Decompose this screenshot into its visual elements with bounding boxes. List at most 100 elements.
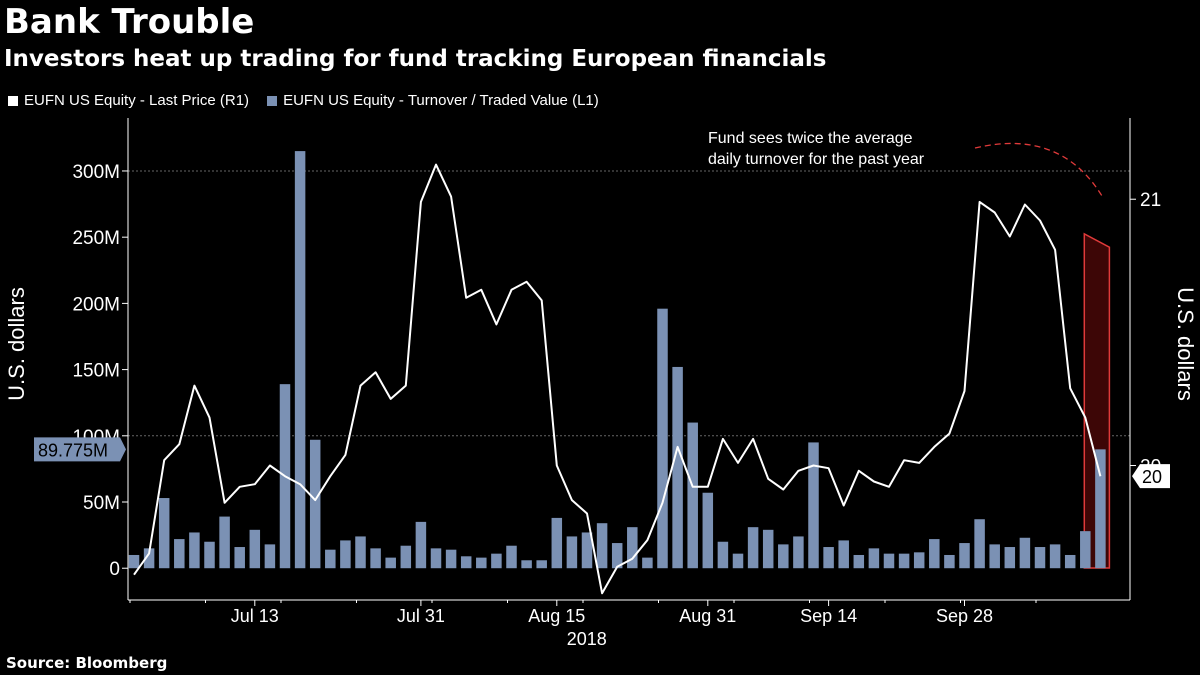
left-tick-label: 200M [72,294,120,315]
x-year-label: 2018 [567,629,607,649]
source-note: Source: Bloomberg [6,654,168,672]
turnover-bar [989,544,1000,569]
turnover-bar [747,527,759,569]
legend-item-turnover: EUFN US Equity - Turnover / Traded Value… [267,92,599,109]
turnover-bar [838,540,849,569]
turnover-bar [883,553,895,569]
turnover-bar [1095,449,1106,569]
turnover-bar [551,517,563,569]
turnover-bar [929,539,940,569]
turnover-bar [460,556,472,569]
turnover-bar [370,548,381,569]
turnover-bar [581,532,593,569]
turnover-bar [143,548,155,569]
turnover-bar [234,547,245,569]
annotation-text: daily turnover for the past year [708,151,925,168]
legend-label-turnover: EUFN US Equity - Turnover / Traded Value… [283,92,599,109]
turnover-bar [823,547,834,569]
turnover-bar [1004,547,1016,569]
turnover-bar [913,552,925,569]
turnover-bar [340,540,351,569]
turnover-bar [642,557,653,569]
last-turnover-callout [34,437,126,462]
right-axis-title: U.S. dollars [1173,287,1198,401]
left-axis-title: U.S. dollars [4,287,29,401]
chart-title: Bank Trouble [4,2,255,42]
turnover-bar [611,543,623,569]
annotation-text: Fund sees twice the average [708,130,913,147]
turnover-bar [687,422,698,569]
bars-layer [128,151,1106,569]
turnover-bar [355,536,366,569]
turnover-bar [476,557,487,569]
left-tick-label: 150M [72,361,120,382]
turnover-bar [219,516,230,569]
turnover-bar [415,521,427,569]
price-line [133,163,1102,595]
turnover-bar [853,554,865,569]
turnover-bar [400,545,412,569]
last-price-callout [1132,464,1170,489]
turnover-bar [385,557,396,569]
turnover-bar [309,439,321,569]
turnover-bar [657,308,668,569]
x-tick-label: Jul 31 [397,606,445,626]
turnover-bar [672,366,683,569]
turnover-bar [717,541,729,569]
x-tick-label: Aug 31 [679,606,736,626]
turnover-bar [944,554,955,569]
legend-swatch-last-price [8,95,18,106]
turnover-bar [249,529,261,569]
last-price-value: 20 [1142,467,1162,487]
turnover-bar [868,548,880,569]
annotation-arrow [974,142,1103,197]
annotation-layer: Fund sees twice the average daily turnove… [708,130,1103,197]
turnover-bar [974,519,985,569]
turnover-bar [1064,554,1076,569]
turnover-bar [158,498,170,569]
legend-item-last-price: EUFN US Equity - Last Price (R1) [8,92,249,109]
turnover-bar [204,541,215,569]
turnover-bar [294,151,306,569]
turnover-bar [430,548,442,569]
left-tick-label: 250M [72,228,120,249]
legend-swatch-turnover [267,95,278,106]
turnover-bar [491,553,502,569]
chart-subtitle: Investors heat up trading for fund track… [4,46,827,72]
turnover-bar [536,560,547,569]
turnover-bar [1019,537,1031,569]
turnover-bar [627,527,638,569]
turnover-bar [702,492,714,569]
turnover-bar [959,543,970,569]
turnover-bar [325,549,336,569]
legend-label-last-price: EUFN US Equity - Last Price (R1) [24,92,250,109]
x-tick-label: Sep 28 [936,606,993,626]
turnover-bar [732,553,744,569]
left-tick-label: 0 [109,559,120,580]
turnover-bar [566,536,578,569]
left-tick-label: 300M [72,162,120,183]
turnover-bar [264,544,276,569]
turnover-bar [128,554,140,569]
x-tick-label: Aug 15 [528,606,585,626]
line-layer [133,163,1102,595]
turnover-bar [1080,531,1091,569]
turnover-bar [808,442,819,569]
turnover-bar [762,529,774,569]
turnover-bar [793,536,804,569]
x-tick-label: Jul 13 [231,606,279,626]
left-tick-label: 50M [83,493,120,514]
turnover-bar [445,549,457,569]
turnover-bar [778,544,789,569]
turnover-bar [506,545,517,569]
turnover-bar [596,523,608,569]
grid-layer [128,170,1130,437]
x-tick-label: Sep 14 [800,606,857,626]
last-turnover-value: 89.775M [38,440,108,460]
turnover-bar [1034,547,1046,569]
right-tick-label: 21 [1140,190,1161,211]
turnover-bar [189,532,200,569]
turnover-bar [1049,544,1061,569]
